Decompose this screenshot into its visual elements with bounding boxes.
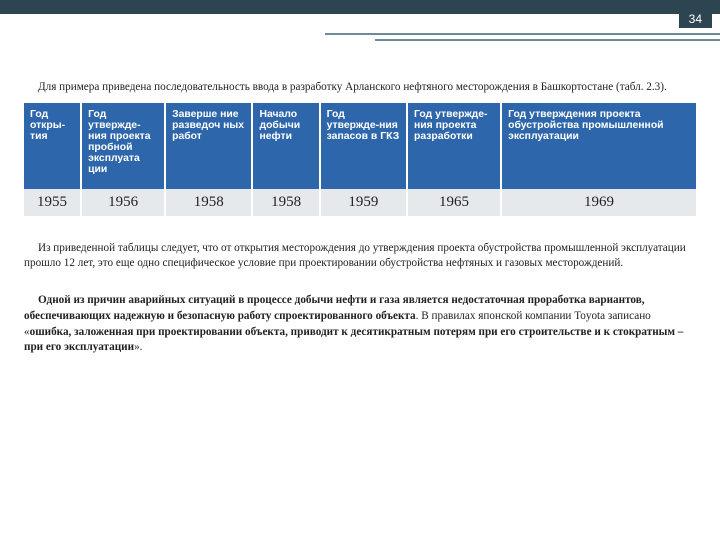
plain-text: ».: [134, 341, 142, 353]
body-paragraph-1: Из приведенной таблицы следует, что от о…: [24, 241, 696, 271]
table-header: Год утверждения проекта обустройства про…: [501, 103, 696, 189]
table-header-row: Год откры-тия Год утвержде-ния проекта п…: [24, 103, 696, 189]
slide-header: 34: [0, 0, 720, 45]
table-header: Начало добычи нефти: [252, 103, 319, 189]
accent-line-2: [375, 39, 720, 41]
body-paragraph-2: Одной из причин аварийных ситуаций в про…: [24, 293, 696, 356]
table-header: Год утвержде-ния запасов в ГКЗ: [320, 103, 407, 189]
top-bar: [0, 0, 720, 14]
intro-paragraph: Для примера приведена последовательность…: [24, 80, 696, 95]
table-cell: 1969: [501, 189, 696, 216]
bold-text: ошибка, заложенная при проектировании об…: [24, 326, 683, 354]
table-cell: 1965: [407, 189, 501, 216]
page-number: 34: [679, 10, 712, 28]
table-cell: 1958: [165, 189, 252, 216]
table-header: Год утвержде-ния проекта пробной эксплуа…: [81, 103, 165, 189]
table-header: Год утвержде-ния проекта разработки: [407, 103, 501, 189]
timeline-table: Год откры-тия Год утвержде-ния проекта п…: [24, 103, 696, 216]
table-cell: 1956: [81, 189, 165, 216]
table-header: Заверше ние разведоч ных работ: [165, 103, 252, 189]
table-row: 1955 1956 1958 1958 1959 1965 1969: [24, 189, 696, 216]
table-cell: 1959: [320, 189, 407, 216]
table-cell: 1958: [252, 189, 319, 216]
table-header: Год откры-тия: [24, 103, 81, 189]
accent-line-1: [325, 33, 720, 35]
table-cell: 1955: [24, 189, 81, 216]
